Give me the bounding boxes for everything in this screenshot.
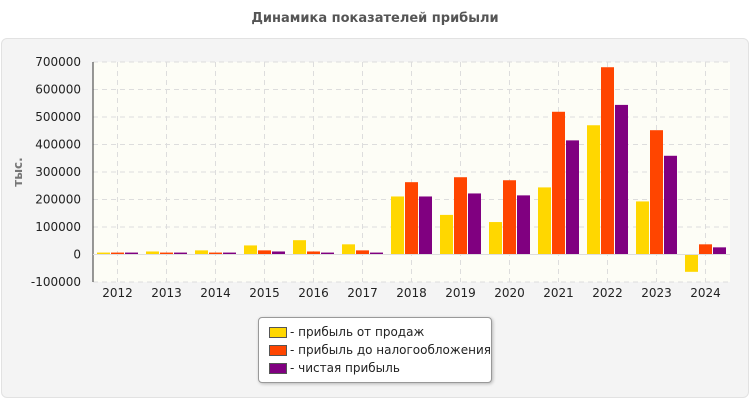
bar — [321, 252, 334, 255]
bar — [538, 187, 551, 255]
y-tick-label: 700000 — [35, 55, 81, 69]
bar — [650, 130, 663, 255]
x-tick-label: 2024 — [690, 286, 721, 300]
bar — [713, 247, 726, 255]
y-tick-label: -100000 — [31, 275, 81, 289]
bar — [552, 111, 565, 255]
y-axis-label: тыс. — [11, 157, 25, 186]
bar — [272, 251, 285, 255]
bar — [454, 177, 467, 255]
bar — [244, 245, 257, 255]
legend-swatch — [269, 362, 287, 374]
bar — [615, 104, 628, 255]
bar — [440, 214, 453, 255]
bar — [587, 125, 600, 255]
x-tick-label: 2017 — [347, 286, 378, 300]
legend-swatch — [269, 326, 287, 338]
chart-title: Динамика показателей прибыли — [251, 11, 499, 26]
y-tick-label: 400000 — [35, 138, 81, 152]
bar — [97, 252, 110, 255]
x-tick-label: 2022 — [592, 286, 623, 300]
bar — [293, 240, 306, 255]
bar — [664, 155, 677, 255]
bar — [223, 252, 236, 255]
y-tick-label: 0 — [73, 248, 81, 262]
bar — [566, 140, 579, 255]
bar — [489, 222, 502, 255]
x-tick-label: 2021 — [543, 286, 574, 300]
bar — [370, 252, 383, 255]
bar — [685, 254, 698, 272]
x-tick-label: 2020 — [494, 286, 525, 300]
bar — [342, 244, 355, 255]
y-tick-label: 300000 — [35, 165, 81, 179]
bar — [503, 180, 516, 255]
bar — [419, 196, 432, 255]
x-tick-label: 2014 — [200, 286, 231, 300]
y-tick-label: 100000 — [35, 220, 81, 234]
bar — [356, 250, 369, 255]
legend-item: - чистая прибыль — [269, 360, 400, 376]
bar — [125, 252, 138, 255]
bar — [195, 250, 208, 255]
bar — [146, 251, 159, 255]
legend-label: - прибыль от продаж — [290, 325, 425, 339]
legend-label: - прибыль до налогообложения — [290, 343, 491, 357]
bar — [601, 67, 614, 255]
bar — [307, 251, 320, 255]
legend: - прибыль от продаж - прибыль до налогоо… — [258, 317, 492, 383]
y-tick-label: 200000 — [35, 193, 81, 207]
bar — [699, 244, 712, 255]
bar — [636, 201, 649, 255]
x-tick-label: 2013 — [151, 286, 182, 300]
x-tick-label: 2016 — [298, 286, 329, 300]
x-tick-label: 2019 — [445, 286, 476, 300]
x-tick-label: 2023 — [641, 286, 672, 300]
x-tick-label: 2012 — [102, 286, 133, 300]
y-tick-label: 600000 — [35, 83, 81, 97]
bar — [405, 182, 418, 255]
bar — [209, 252, 222, 255]
bar — [258, 250, 271, 255]
bar — [517, 195, 530, 255]
y-tick-label: 500000 — [35, 110, 81, 124]
legend-item: - прибыль до налогообложения — [269, 342, 491, 358]
bar — [174, 252, 187, 255]
legend-item: - прибыль от продаж — [269, 324, 424, 340]
bar — [391, 196, 404, 255]
bar — [160, 252, 173, 255]
legend-swatch — [269, 344, 287, 356]
x-tick-label: 2015 — [249, 286, 280, 300]
x-tick-label: 2018 — [396, 286, 427, 300]
legend-label: - чистая прибыль — [290, 361, 400, 375]
bar — [111, 252, 124, 255]
bar — [468, 193, 481, 255]
